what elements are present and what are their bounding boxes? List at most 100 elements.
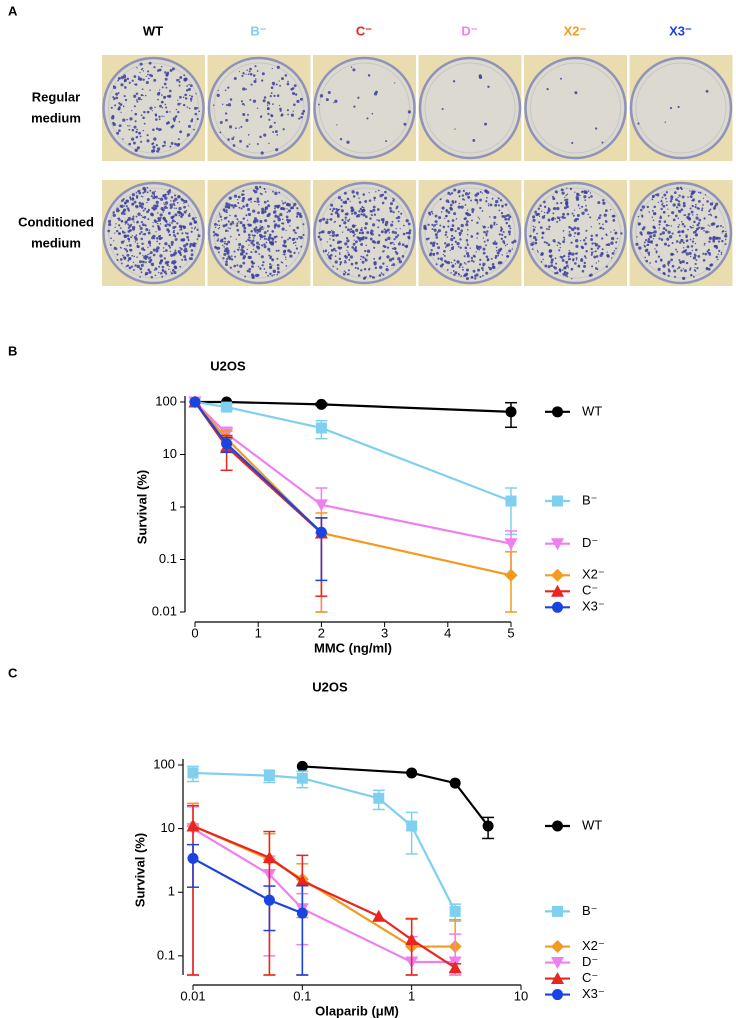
colony	[706, 250, 709, 253]
colony	[239, 264, 243, 268]
colony	[454, 128, 456, 130]
colony	[595, 255, 599, 258]
colony	[354, 249, 358, 253]
colony	[152, 128, 155, 132]
colony	[226, 257, 229, 261]
colony	[595, 127, 598, 130]
row-label: Conditioned	[18, 214, 94, 229]
colony	[148, 229, 151, 232]
colony	[506, 213, 510, 217]
colony	[287, 113, 289, 116]
colony	[160, 65, 163, 68]
colony	[138, 225, 141, 227]
plate	[418, 181, 522, 285]
colony	[225, 229, 228, 233]
colony	[252, 237, 255, 239]
colony	[707, 248, 711, 252]
colony	[143, 232, 147, 236]
colony	[241, 102, 245, 106]
plate	[418, 56, 522, 160]
colony	[178, 120, 181, 123]
colony	[140, 195, 143, 197]
colony	[220, 218, 223, 221]
colony	[118, 218, 121, 221]
colony	[216, 93, 220, 97]
colony	[384, 238, 388, 242]
colony	[568, 225, 571, 229]
colony	[112, 85, 115, 88]
colony	[537, 207, 541, 210]
colony	[595, 262, 598, 264]
colony	[128, 240, 130, 243]
colony	[131, 254, 134, 257]
colony	[487, 205, 490, 207]
colony	[165, 110, 169, 114]
colony	[249, 67, 252, 71]
colony	[117, 91, 120, 94]
colony	[252, 243, 256, 247]
colony	[465, 211, 469, 216]
colony	[439, 224, 442, 227]
colony	[345, 219, 347, 221]
colony	[704, 194, 707, 196]
colony	[276, 134, 279, 136]
colony	[471, 208, 475, 212]
colony	[591, 265, 594, 268]
colony	[177, 194, 181, 199]
colony	[599, 227, 602, 230]
colony	[585, 204, 587, 207]
colony	[695, 227, 699, 231]
colony	[589, 273, 593, 277]
colony	[343, 221, 347, 225]
colony	[169, 145, 172, 148]
colony	[130, 236, 133, 239]
data-point	[296, 772, 308, 784]
colony	[128, 224, 132, 228]
colony	[256, 231, 259, 234]
colony	[254, 78, 257, 80]
colony	[252, 239, 255, 242]
colony	[235, 238, 237, 240]
colony	[606, 254, 610, 258]
colony	[226, 251, 230, 255]
colony	[170, 253, 174, 257]
colony	[176, 238, 178, 240]
colony	[327, 230, 331, 235]
colony	[187, 124, 192, 128]
colony	[357, 194, 359, 196]
colony	[495, 246, 498, 249]
colony	[363, 276, 367, 279]
colony	[684, 214, 687, 217]
colony	[384, 230, 388, 234]
colony	[354, 246, 358, 249]
colony	[564, 266, 567, 269]
colony	[168, 244, 171, 248]
colony	[673, 269, 677, 273]
colony	[702, 197, 705, 199]
colony	[572, 214, 575, 217]
colony	[470, 256, 474, 260]
colony	[560, 201, 563, 205]
colony	[681, 251, 684, 254]
colony	[268, 254, 271, 257]
colony	[639, 231, 643, 235]
colony	[259, 225, 261, 227]
y-tick-label: 10	[163, 446, 177, 461]
colony	[339, 253, 341, 256]
colony	[610, 236, 615, 241]
colony	[156, 237, 159, 240]
colony	[585, 257, 587, 259]
colony	[127, 209, 131, 212]
colony	[670, 225, 672, 227]
colony	[184, 93, 187, 97]
colony	[472, 269, 476, 273]
colony	[376, 240, 380, 245]
colony	[674, 214, 678, 218]
colony	[590, 195, 593, 198]
data-point	[221, 401, 233, 413]
colony	[132, 261, 135, 263]
colony	[231, 220, 235, 224]
colony	[287, 238, 289, 241]
colony	[397, 242, 401, 246]
colony	[257, 229, 262, 233]
